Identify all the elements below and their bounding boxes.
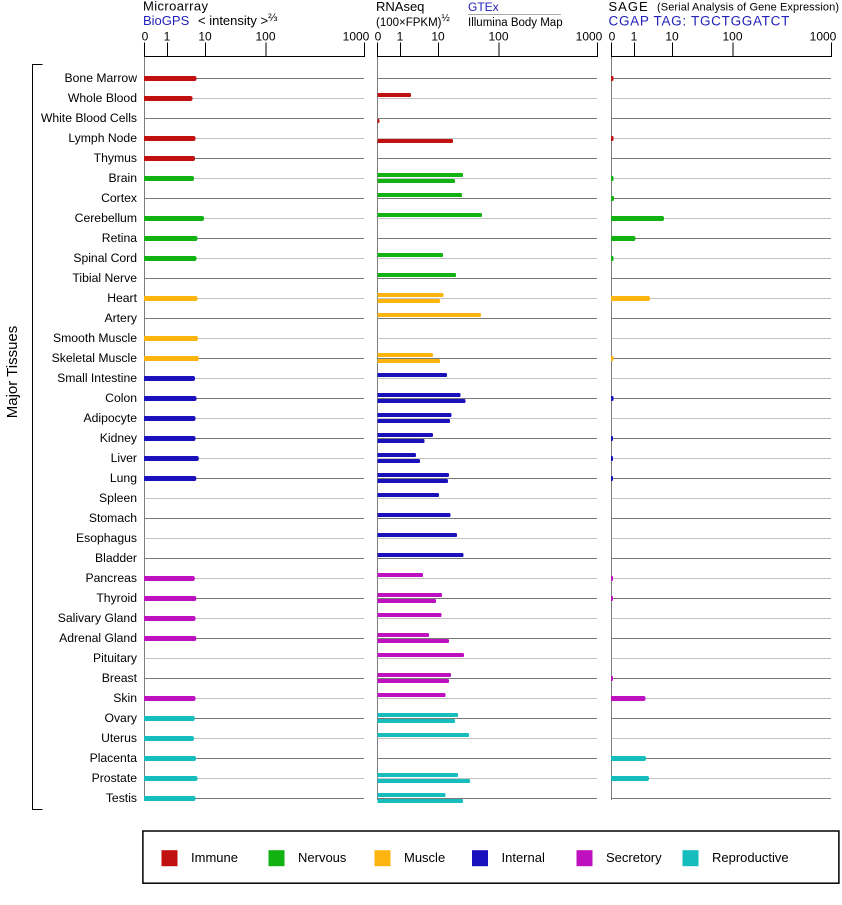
svg-text:Liver: Liver: [111, 451, 137, 465]
svg-text:10: 10: [198, 30, 212, 44]
svg-text:Placenta: Placenta: [90, 751, 138, 765]
svg-text:BioGPS: BioGPS: [143, 13, 190, 28]
svg-text:Thymus: Thymus: [94, 151, 137, 165]
svg-text:10: 10: [431, 30, 445, 44]
svg-text:Lung: Lung: [110, 471, 137, 485]
svg-text:Thyroid: Thyroid: [96, 591, 137, 605]
svg-text:1000: 1000: [810, 30, 837, 44]
svg-text:Uterus: Uterus: [101, 731, 137, 745]
svg-text:Pituitary: Pituitary: [93, 651, 138, 665]
svg-text:1000: 1000: [576, 30, 603, 44]
svg-text:Illumina Body Map: Illumina Body Map: [468, 17, 563, 29]
svg-text:White Blood Cells: White Blood Cells: [41, 111, 137, 125]
svg-text:1: 1: [631, 30, 638, 44]
svg-text:Colon: Colon: [105, 391, 137, 405]
svg-text:Skeletal Muscle: Skeletal Muscle: [52, 351, 138, 365]
svg-text:Lymph Node: Lymph Node: [68, 131, 137, 145]
svg-text:1: 1: [164, 30, 171, 44]
svg-text:SAGE: SAGE: [609, 0, 649, 14]
svg-text:RNAseq: RNAseq: [376, 0, 424, 14]
svg-text:Nervous: Nervous: [298, 850, 347, 865]
svg-text:Salivary Gland: Salivary Gland: [58, 611, 137, 625]
svg-text:Immune: Immune: [191, 850, 238, 865]
svg-text:Adrenal Gland: Adrenal Gland: [59, 631, 137, 645]
svg-text:Whole Blood: Whole Blood: [68, 91, 137, 105]
svg-text:(Serial Analysis of Gene Expre: (Serial Analysis of Gene Expression): [657, 2, 839, 14]
svg-text:1: 1: [397, 30, 404, 44]
svg-text:Brain: Brain: [109, 171, 137, 185]
svg-text:10: 10: [665, 30, 679, 44]
svg-text:Heart: Heart: [107, 291, 137, 305]
svg-text:(100×FPKM)½: (100×FPKM)½: [376, 13, 451, 29]
svg-text:100: 100: [255, 30, 275, 44]
svg-text:0: 0: [609, 30, 616, 44]
svg-text:Kidney: Kidney: [100, 431, 138, 445]
svg-text:Muscle: Muscle: [404, 850, 445, 865]
svg-text:100: 100: [722, 30, 742, 44]
svg-text:Artery: Artery: [104, 311, 137, 325]
svg-text:1000: 1000: [343, 30, 370, 44]
svg-text:Skin: Skin: [113, 691, 137, 705]
svg-text:100: 100: [488, 30, 508, 44]
svg-text:Pancreas: Pancreas: [86, 571, 138, 585]
svg-text:< intensity >⅔: < intensity >⅔: [198, 12, 277, 28]
svg-text:Adipocyte: Adipocyte: [83, 411, 137, 425]
svg-text:Esophagus: Esophagus: [76, 531, 137, 545]
svg-text:Bone Marrow: Bone Marrow: [65, 71, 138, 85]
svg-text:0: 0: [142, 30, 149, 44]
svg-text:CGAP TAG: TGCTGGATCT: CGAP TAG: TGCTGGATCT: [609, 14, 791, 29]
svg-text:Small Intestine: Small Intestine: [57, 371, 137, 385]
svg-text:Cerebellum: Cerebellum: [75, 211, 137, 225]
svg-text:Spinal Cord: Spinal Cord: [73, 251, 137, 265]
svg-text:Ovary: Ovary: [104, 711, 137, 725]
svg-text:Spleen: Spleen: [99, 491, 137, 505]
svg-text:0: 0: [375, 30, 382, 44]
svg-text:Major Tissues: Major Tissues: [4, 326, 21, 419]
svg-text:GTEx: GTEx: [468, 0, 499, 14]
svg-text:Stomach: Stomach: [89, 511, 137, 525]
svg-text:Breast: Breast: [102, 671, 138, 685]
svg-text:Tibial Nerve: Tibial Nerve: [72, 271, 137, 285]
svg-text:Cortex: Cortex: [101, 191, 137, 205]
svg-text:Testis: Testis: [106, 791, 137, 805]
svg-text:Bladder: Bladder: [95, 551, 137, 565]
svg-text:Smooth Muscle: Smooth Muscle: [53, 331, 137, 345]
svg-text:Reproductive: Reproductive: [712, 850, 789, 865]
svg-text:Secretory: Secretory: [606, 850, 662, 865]
svg-text:Internal: Internal: [502, 850, 545, 865]
svg-text:Prostate: Prostate: [92, 771, 138, 785]
svg-text:Microarray: Microarray: [143, 0, 208, 14]
svg-text:Retina: Retina: [102, 231, 137, 245]
